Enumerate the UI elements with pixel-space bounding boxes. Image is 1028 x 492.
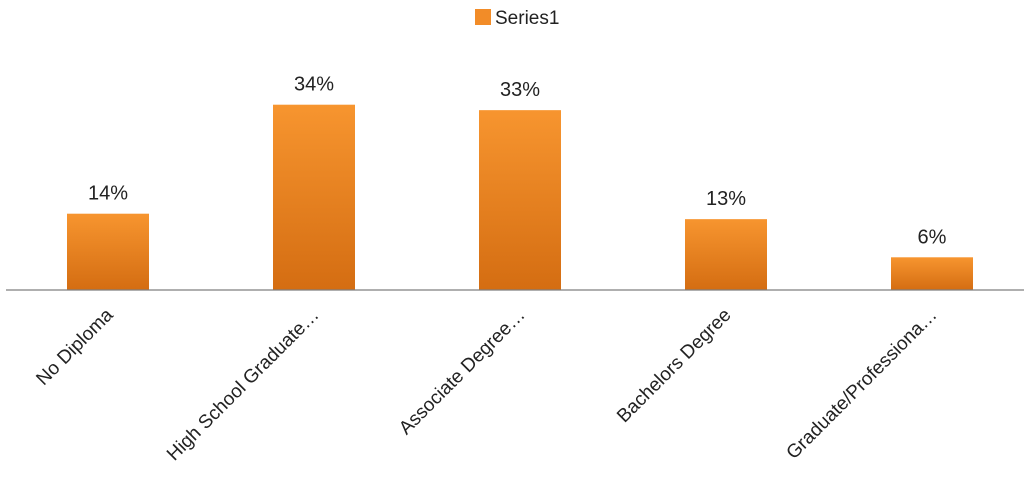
category-label: High School Graduate… <box>163 305 323 465</box>
data-labels: 14% 34% 33% 13% 6% <box>88 74 947 249</box>
legend-label: Series1 <box>495 8 559 29</box>
bar <box>891 257 973 290</box>
data-label: 6% <box>918 226 947 248</box>
bar <box>685 219 767 290</box>
data-label: 33% <box>500 79 540 101</box>
data-label: 14% <box>88 183 128 205</box>
category-label: No Diploma <box>32 304 117 389</box>
bar <box>273 104 355 290</box>
category-label: Associate Degree… <box>395 305 529 439</box>
bars <box>67 104 973 291</box>
data-label: 34% <box>294 74 334 96</box>
bar <box>67 213 149 290</box>
category-label: Graduate/Professiona… <box>783 305 942 464</box>
bar <box>479 110 561 291</box>
legend: Series1 <box>475 8 559 29</box>
category-label: Bachelors Degree <box>613 305 735 427</box>
category-labels: No Diploma High School Graduate… Associate… <box>32 304 941 465</box>
data-label: 13% <box>706 188 746 210</box>
legend-swatch <box>475 9 491 25</box>
